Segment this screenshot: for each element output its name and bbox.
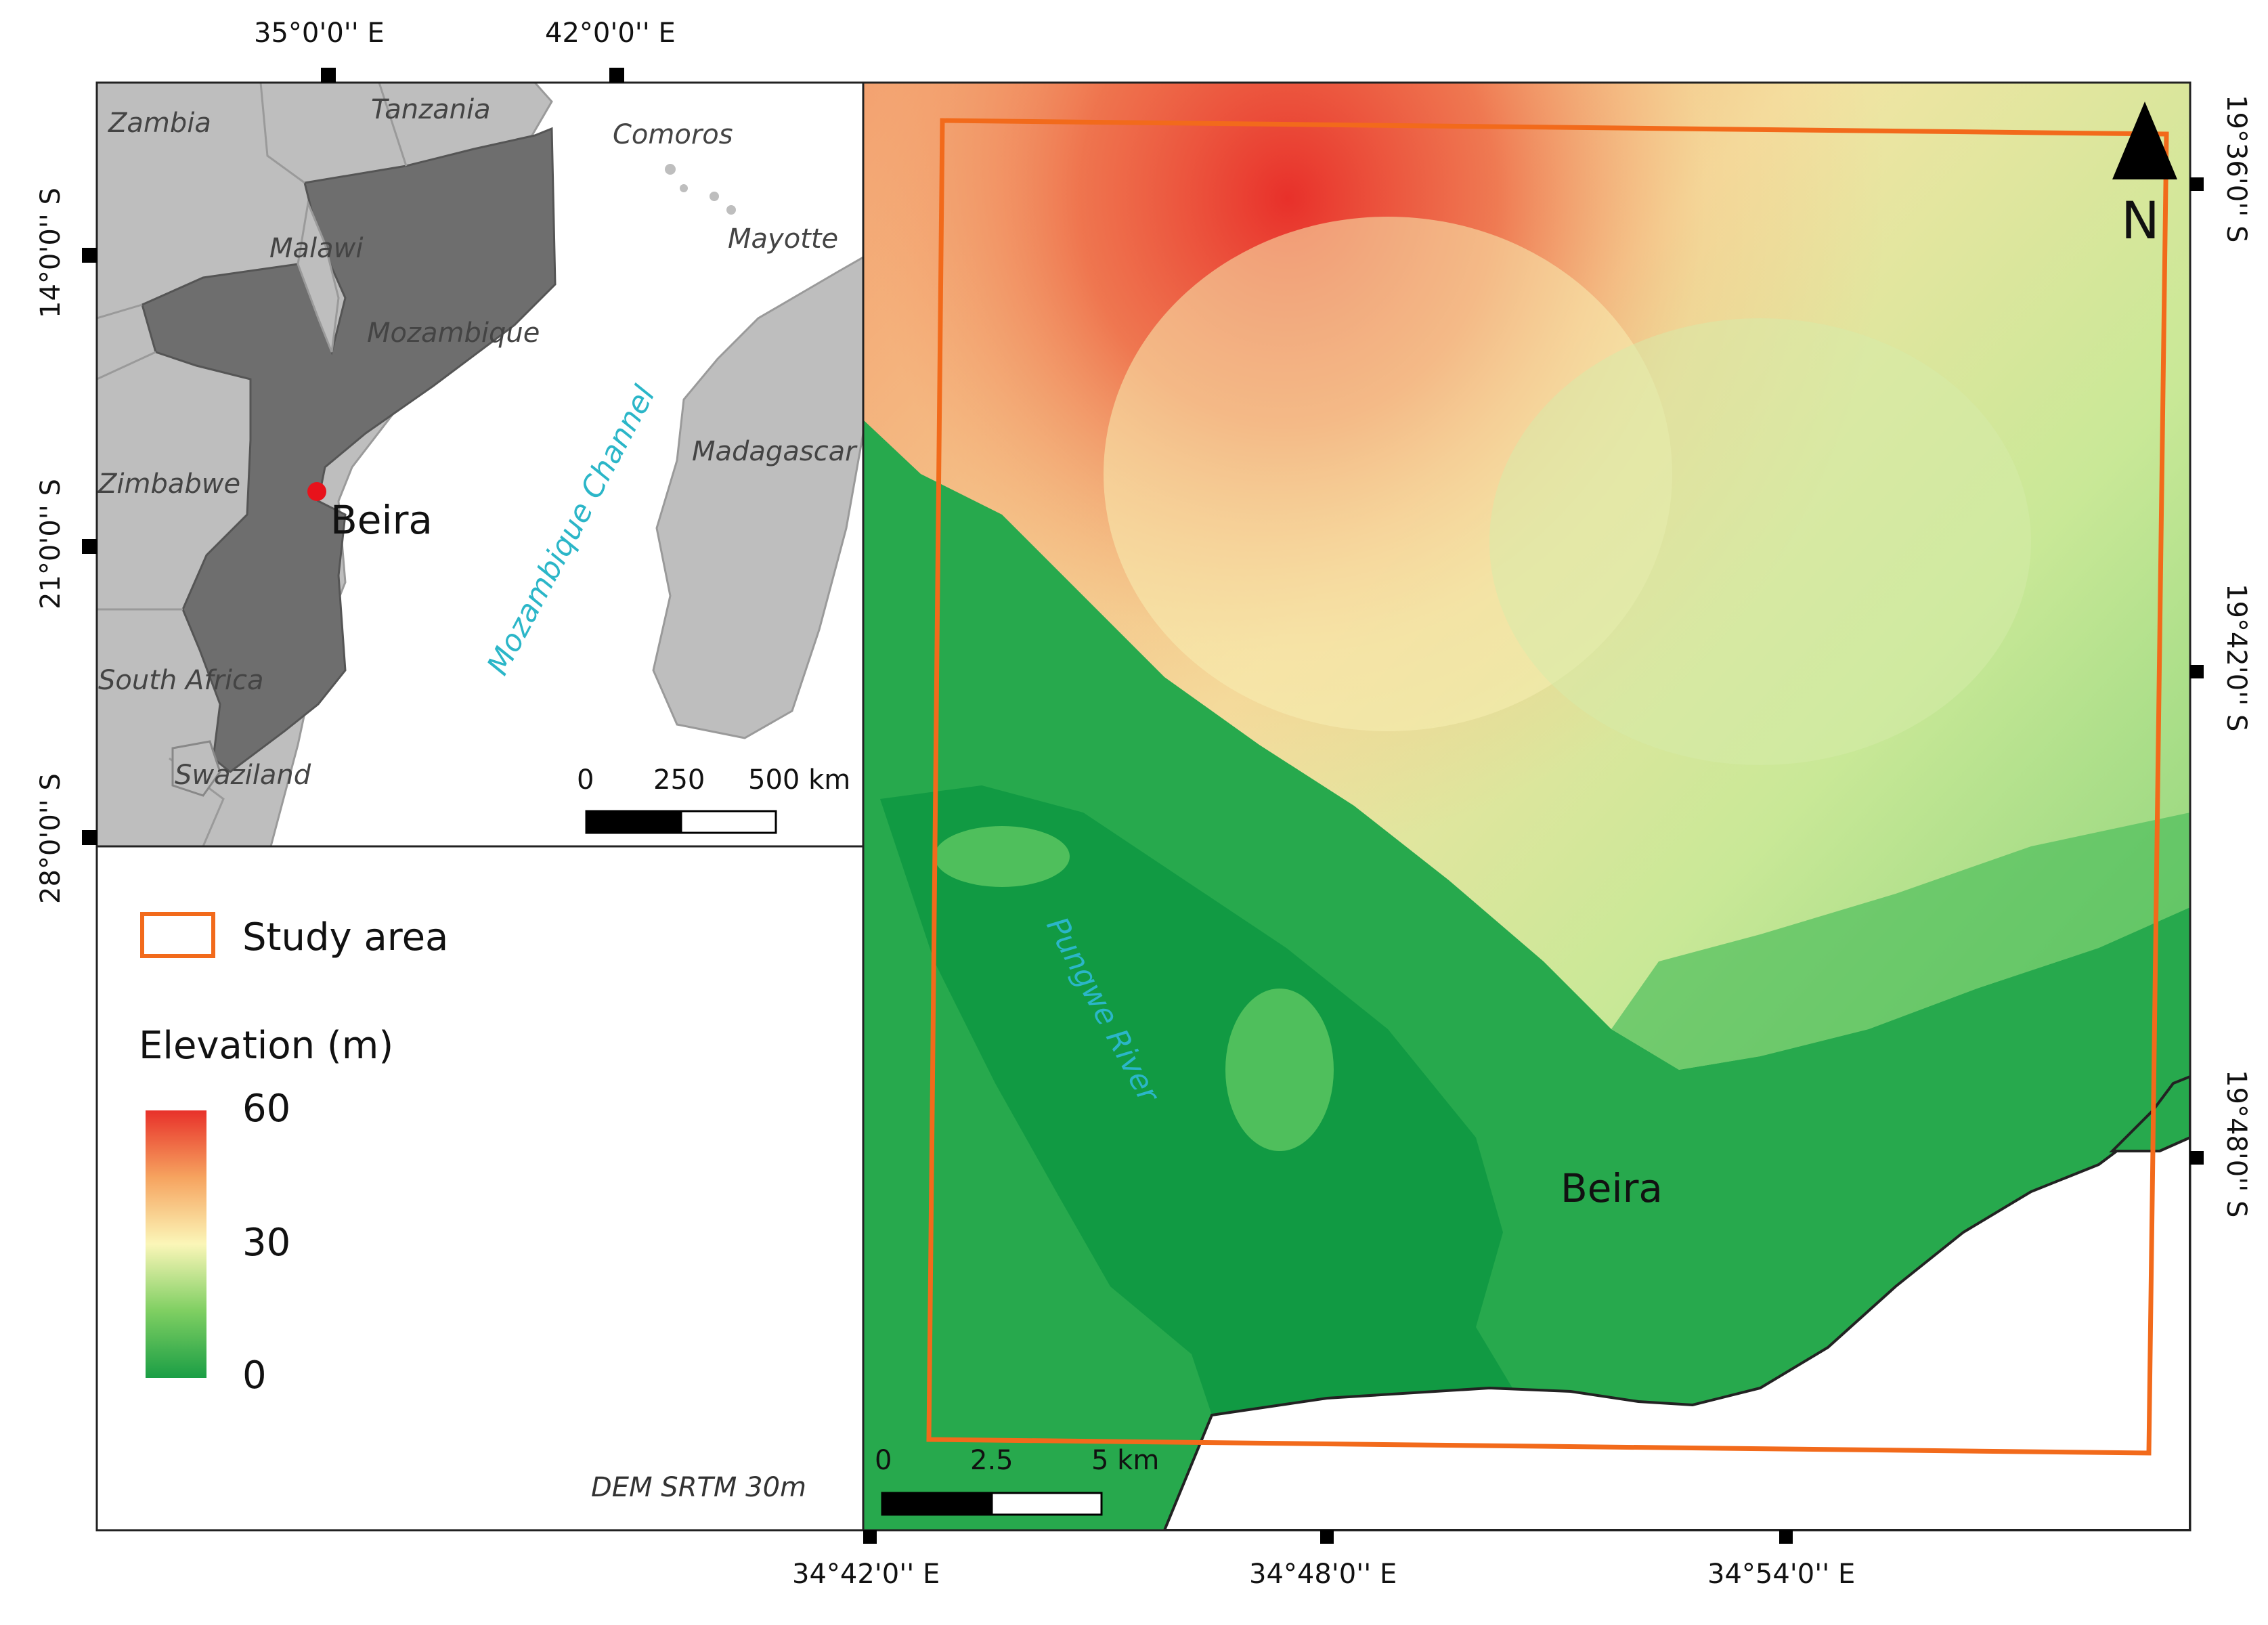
main-right-coord: 19°36'0'' S xyxy=(2221,95,2252,242)
sea-area xyxy=(1162,1081,2190,1530)
scalebar-label: 5 km xyxy=(1091,1445,1159,1476)
country-label: Swaziland xyxy=(175,760,311,791)
scalebar-label: 0 xyxy=(875,1445,892,1476)
main-right-coord: 19°48'0'' S xyxy=(2221,1070,2252,1217)
inset-top-coord: 42°0'0'' E xyxy=(545,18,676,49)
study-area-label: Study area xyxy=(242,915,448,959)
main-map xyxy=(863,83,2190,1530)
north-label: N xyxy=(2121,190,2160,251)
main-city-label: Beira xyxy=(1561,1165,1663,1211)
country-label: Malawi xyxy=(269,233,363,264)
scalebar-label: 500 km xyxy=(748,764,850,796)
inset-left-coord: 28°0'0'' S xyxy=(35,773,66,904)
north-arrow: N xyxy=(2112,102,2177,251)
pungwe-estuary xyxy=(880,785,1517,1435)
study-area-swatch xyxy=(140,912,215,958)
scalebar-label: 0 xyxy=(577,764,594,796)
main-bottom-coord: 34°54'0'' E xyxy=(1707,1559,1855,1590)
main-bottom-coord: 34°42'0'' E xyxy=(792,1559,940,1590)
scalebar-label: 250 xyxy=(653,764,705,796)
main-frame xyxy=(862,81,2191,1532)
malawi-shape xyxy=(297,199,340,353)
inset-left-coord: 21°0'0'' S xyxy=(35,479,66,609)
country-label: Comoros xyxy=(613,119,733,150)
country-label: Zambia xyxy=(108,108,211,139)
country-label: Zimbabwe xyxy=(97,469,240,500)
country-label: Mozambique xyxy=(367,318,540,349)
inset-left-coord: 14°0'0'' S xyxy=(35,188,66,318)
scalebar-label: 2.5 xyxy=(970,1445,1013,1476)
inset-scalebar: 0 250 500 km xyxy=(577,764,850,834)
ramp-label: 30 xyxy=(242,1221,290,1265)
main-bottom-coord: 34°48'0'' E xyxy=(1249,1559,1397,1590)
swaziland-shape xyxy=(171,740,221,797)
country-label: South Africa xyxy=(98,665,263,696)
madagascar xyxy=(652,256,863,739)
inset-city-label: Beira xyxy=(330,497,433,543)
main-right-coord: 19°42'0'' S xyxy=(2221,584,2252,731)
elevation-ramp xyxy=(146,1110,206,1378)
inset-map xyxy=(97,83,863,846)
elevation-title: Elevation (m) xyxy=(139,1024,393,1068)
country-label: Tanzania xyxy=(371,94,491,125)
ramp-label: 0 xyxy=(242,1353,267,1398)
country-label: Mayotte xyxy=(728,223,838,255)
study-area-outline xyxy=(926,118,2169,1456)
beira-point xyxy=(307,482,326,501)
source-label: DEM SRTM 30m xyxy=(591,1472,806,1503)
inset-top-coord: 35°0'0'' E xyxy=(254,18,385,49)
country-label: Madagascar xyxy=(692,436,858,467)
main-scalebar: 0 2.5 5 km xyxy=(875,1445,1159,1516)
ramp-label: 60 xyxy=(242,1087,290,1131)
